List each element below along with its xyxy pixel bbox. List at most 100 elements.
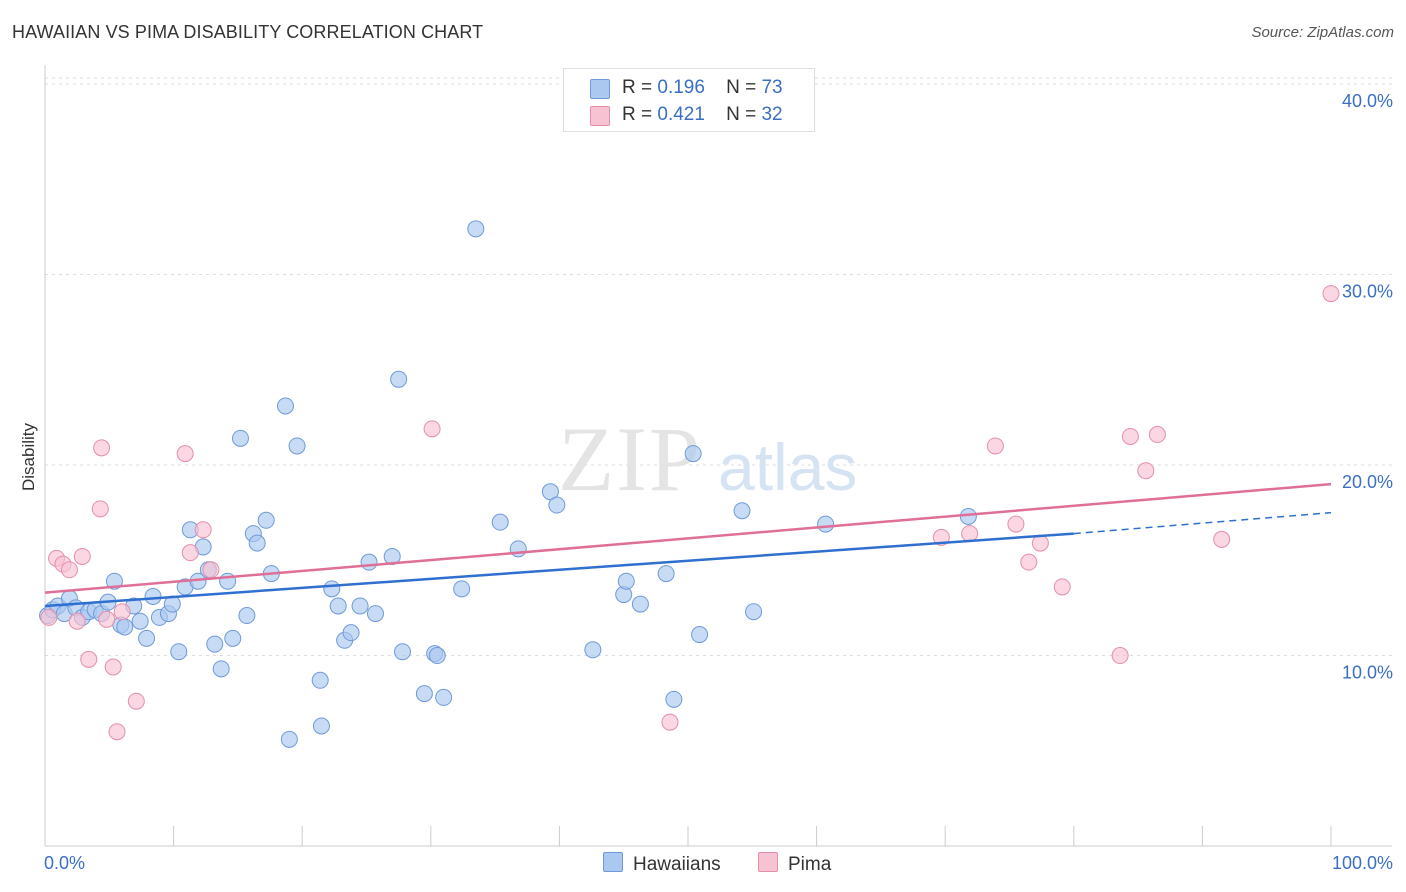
pima-point (194, 521, 212, 539)
y-tick-label: 30.0% (1342, 282, 1393, 302)
hawaiians-point (657, 565, 675, 583)
hawaiians-point (323, 580, 341, 598)
hawaiians-point (170, 643, 188, 661)
hawaiians-legend-label: Hawaiians (633, 854, 721, 875)
hawaiians-point (144, 587, 162, 605)
pima-point (1322, 285, 1340, 303)
hawaiians-point (360, 553, 378, 571)
hawaiians-point (342, 624, 360, 642)
hawaiians-point (257, 511, 275, 529)
hawaiians-point (584, 641, 602, 659)
hawaiians-point (617, 572, 635, 590)
hawaiians-trend-line (44, 532, 1074, 608)
pima-point (73, 547, 91, 565)
hawaiians-trend-extension (1073, 511, 1332, 535)
pima-point (202, 561, 220, 579)
pima-point (127, 692, 145, 710)
hawaiians-point (665, 690, 683, 708)
watermark-atlas: atlas (718, 430, 857, 504)
pima-point (176, 445, 194, 463)
hawaiians-point (959, 507, 977, 525)
hawaiians-point (312, 717, 330, 735)
pima-point (104, 658, 122, 676)
hawaiians-point (329, 597, 347, 615)
pima-point (423, 420, 441, 438)
pima-legend-swatch (758, 852, 778, 872)
hawaiians-point (691, 626, 709, 644)
legend-r-value: 0.421 (657, 104, 705, 125)
hawaiians-point (138, 629, 156, 647)
hawaiians-point (248, 534, 266, 552)
pima-point (98, 610, 116, 628)
hawaiians-point (212, 660, 230, 678)
pima-point (1137, 462, 1155, 480)
hawaiians-point (491, 513, 509, 531)
pima-point (93, 439, 111, 457)
pima-points (40, 285, 1340, 741)
hawaiians-point (509, 540, 527, 558)
hawaiians-point (415, 685, 433, 703)
legend-r-label: R = (622, 77, 653, 98)
legend-r-label: R = (622, 104, 653, 125)
legend-n-value: 32 (761, 104, 783, 125)
hawaiians-point (745, 603, 763, 621)
hawaiians-point (116, 618, 134, 636)
source-label: Source: ZipAtlas.com (1251, 24, 1394, 41)
hawaiians-point (631, 595, 649, 613)
hawaiians-point (548, 496, 566, 514)
pima-point (108, 723, 126, 741)
watermark-zip: ZIP (558, 408, 702, 510)
stats-legend: R = 0.196 N = 73 R = 0.421 N = 32 (563, 68, 815, 132)
y-tick-label: 40.0% (1342, 91, 1393, 111)
hawaiians-point (367, 605, 385, 623)
pima-point (40, 608, 58, 626)
hawaiians-point (435, 688, 453, 706)
chart-title: HAWAIIAN VS PIMA DISABILITY CORRELATION … (12, 22, 484, 42)
hawaiians-point (467, 220, 485, 238)
bottom-legend-hawaiians: Hawaiians (603, 852, 721, 876)
hawaiians-swatch (590, 79, 610, 99)
pima-point (113, 603, 131, 621)
hawaiians-point (453, 580, 471, 598)
pima-point (60, 561, 78, 579)
pima-point (1007, 515, 1025, 533)
pima-point (1121, 427, 1139, 445)
hawaiians-point (428, 647, 446, 665)
grid-lines (45, 77, 1392, 657)
pima-point (181, 544, 199, 562)
pima-point (986, 437, 1004, 455)
watermark: ZIP atlas (558, 408, 857, 510)
hawaiians-point (131, 612, 149, 630)
pima-point (80, 650, 98, 668)
axes (44, 65, 1392, 847)
pima-point (68, 612, 86, 630)
hawaiians-point (206, 635, 224, 653)
trend-lines (44, 482, 1332, 608)
pima-legend-label: Pima (788, 854, 832, 875)
pima-point (961, 525, 979, 543)
hawaiians-point (390, 370, 408, 388)
hawaiians-point (280, 730, 298, 748)
hawaiians-point (684, 445, 702, 463)
hawaiians-point (238, 607, 256, 625)
y-tick-labels: 10.0% 20.0% 30.0% 40.0% (1342, 91, 1393, 682)
pima-trend-line (44, 482, 1332, 594)
legend-r-value: 0.196 (657, 77, 705, 98)
pima-point (1053, 578, 1071, 596)
hawaiians-point (394, 643, 412, 661)
y-tick-label: 10.0% (1342, 663, 1393, 683)
hawaiians-point (351, 597, 369, 615)
x-tick-label-min: 0.0% (44, 853, 85, 873)
legend-n-label: N = (726, 77, 757, 98)
bottom-legend-pima: Pima (758, 852, 831, 876)
hawaiians-point (311, 671, 329, 689)
pima-point (661, 713, 679, 731)
legend-n-value: 73 (761, 77, 783, 98)
pima-point (1213, 530, 1231, 548)
pima-point (1148, 426, 1166, 444)
x-tick-label-max: 100.0% (1332, 853, 1393, 873)
hawaiians-point (224, 629, 242, 647)
hawaiians-point (288, 437, 306, 455)
hawaiians-legend-swatch (603, 852, 623, 872)
